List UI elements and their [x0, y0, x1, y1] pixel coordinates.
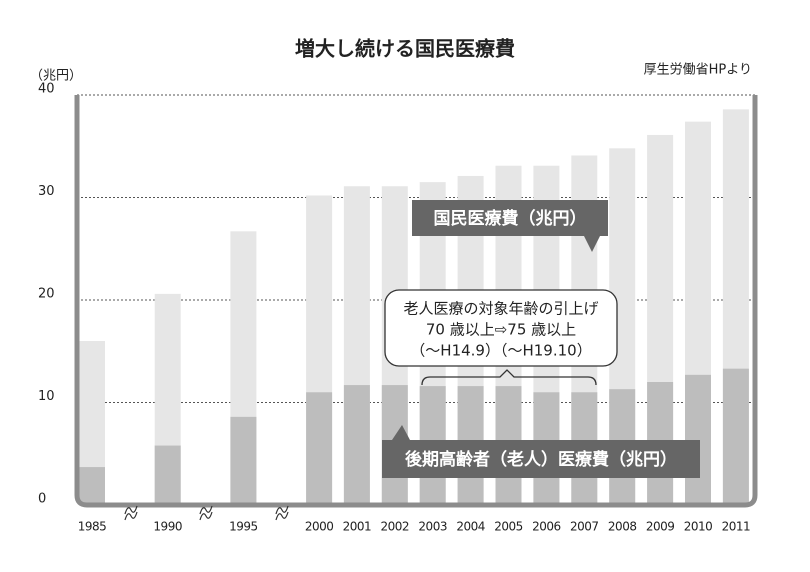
x-tick-label: 2006 [532, 520, 561, 534]
legend-label: 国民医療費（兆円） [434, 208, 587, 229]
x-tick-label: 2010 [684, 520, 713, 534]
annotation-line: 70 歳以上⇨75 歳以上 [426, 321, 576, 339]
bar [685, 374, 711, 505]
x-tick-label: 2007 [570, 520, 599, 534]
y-tick-label: 0 [38, 492, 46, 507]
plot-frame [74, 95, 758, 508]
x-tick-label: 2011 [722, 520, 751, 534]
y-axis-label: （兆円） [30, 69, 82, 84]
x-tick-label: 1995 [229, 520, 258, 534]
x-tick-label: 2005 [494, 520, 523, 534]
axis-breaks [124, 505, 289, 521]
y-tick-label: 20 [38, 287, 55, 302]
bar [230, 416, 257, 505]
bar [306, 392, 333, 505]
bar [79, 467, 105, 505]
x-tick-label: 2001 [343, 520, 372, 534]
x-tick-label: 2004 [456, 520, 485, 534]
annotation-box [384, 289, 618, 367]
bar [154, 445, 181, 505]
x-tick-label: 2003 [418, 520, 447, 534]
annotation: 老人医療の対象年齢の引上げ 70 歳以上⇨75 歳以上 （〜H14.9）（〜H1… [384, 289, 618, 386]
legend-box [382, 425, 700, 478]
legend-box [412, 200, 608, 252]
x-tick-label: 2000 [305, 520, 334, 534]
x-tick-label: 1990 [153, 520, 182, 534]
y-tick-label: 30 [38, 184, 55, 199]
legend-label: 後期高齢者（老人）医療費（兆円） [405, 449, 677, 470]
y-tick-label: 40 [38, 82, 55, 97]
annotation-brace [421, 369, 597, 386]
bar [722, 368, 749, 505]
y-tick-label: 10 [38, 389, 55, 404]
annotation-line: （〜H14.9）（〜H19.10） [410, 342, 591, 360]
legend-total: 国民医療費（兆円） [412, 200, 608, 252]
chart-title: 増大し続ける国民医療費 [295, 37, 515, 61]
grid [77, 94, 755, 403]
legend-elderly: 後期高齢者（老人）医療費（兆円） [382, 425, 700, 478]
bar [343, 385, 370, 505]
x-tick-label: 2009 [646, 520, 675, 534]
source: 厚生労働省HPより [644, 63, 752, 78]
x-tick-label: 1985 [78, 520, 107, 534]
x-tick-label: 2002 [381, 520, 410, 534]
x-tick-label: 2008 [608, 520, 637, 534]
annotation-line: 老人医療の対象年齢の引上げ [403, 300, 598, 318]
